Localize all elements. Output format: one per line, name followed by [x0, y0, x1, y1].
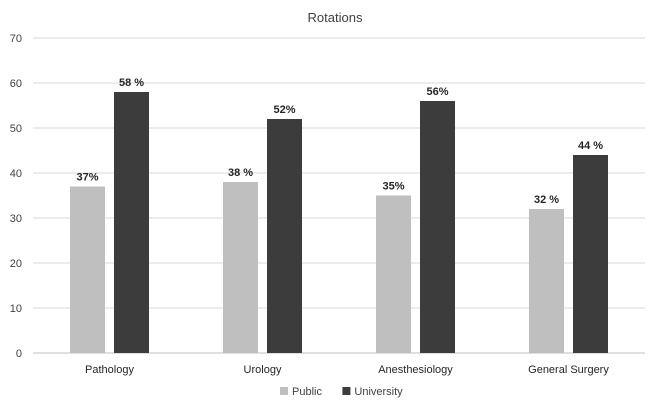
bar-university-anesthesiology [420, 101, 455, 353]
chart-title: Rotations [308, 10, 363, 25]
bar-public-general-surgery [529, 209, 564, 353]
y-tick-label: 50 [10, 123, 22, 135]
legend-swatch [280, 387, 288, 395]
y-axis-ticks: 0 10 20 30 40 50 60 70 [10, 33, 22, 360]
legend: Public University [280, 386, 403, 398]
bar-university-urology [267, 119, 302, 353]
data-label: 52% [273, 104, 295, 116]
y-tick-label: 30 [10, 213, 22, 225]
y-tick-label: 20 [10, 258, 22, 270]
bars [70, 92, 608, 353]
data-label: 32 % [534, 194, 559, 206]
bar-public-pathology [70, 186, 105, 353]
y-tick-label: 10 [10, 303, 22, 315]
legend-label: University [354, 386, 403, 398]
data-label: 44 % [578, 140, 603, 152]
data-label: 56% [426, 86, 448, 98]
data-label: 58 % [119, 77, 144, 89]
data-label: 35% [382, 181, 404, 193]
bar-public-urology [223, 182, 258, 353]
x-tick-label: Urology [244, 364, 282, 376]
y-tick-label: 70 [10, 33, 22, 45]
x-tick-label: Pathology [85, 364, 134, 376]
x-axis-ticks: Pathology Urology Anesthesiology General Su… [85, 364, 609, 376]
bar-university-general-surgery [573, 155, 608, 353]
data-label: 37% [76, 172, 98, 184]
bar-university-pathology [114, 92, 149, 353]
data-label: 38 % [228, 167, 253, 179]
legend-label: Public [292, 386, 322, 398]
legend-swatch [342, 387, 351, 395]
y-tick-label: 0 [16, 348, 22, 360]
y-tick-label: 60 [10, 78, 22, 90]
y-tick-label: 40 [10, 168, 22, 180]
data-labels: 37% 58 % 38 % 52% 35% 56% 32 % 44 % [76, 77, 603, 206]
x-tick-label: General Surgery [528, 364, 609, 376]
bar-public-anesthesiology [376, 195, 411, 353]
x-tick-label: Anesthesiology [378, 364, 453, 376]
